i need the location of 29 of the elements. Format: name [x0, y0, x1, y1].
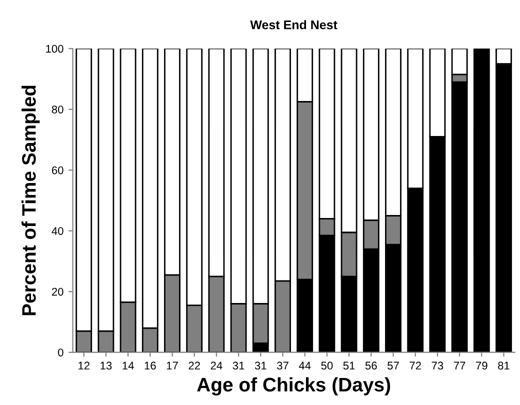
x-tick-label: 73 [432, 362, 444, 370]
x-tick-label: 77 [454, 362, 466, 370]
x-tick-label: 44 [298, 362, 311, 370]
x-tick-label: 56 [365, 362, 377, 370]
chart-title: West End Nest [250, 20, 338, 30]
x-tick-label: 24 [210, 362, 222, 370]
x-axis-title: Age of Chicks (Days) [197, 377, 390, 396]
y-axis-title: Percent of Time Sampled [22, 86, 40, 316]
x-tick-label: 72 [410, 362, 421, 370]
x-tick-label: 57 [388, 362, 399, 370]
y-tick-label: 40 [52, 227, 64, 235]
y-tick-label: 0 [58, 348, 64, 356]
x-tick-label: 22 [188, 362, 200, 370]
x-tick-label: 79 [476, 362, 488, 370]
y-tick-label: 20 [52, 288, 64, 296]
x-tick-label: 37 [276, 362, 288, 370]
x-tick-label: 51 [343, 362, 355, 370]
x-tick-label: 17 [166, 362, 178, 370]
x-tick-label: 31 [232, 362, 244, 370]
x-tick-label: 50 [321, 362, 333, 370]
x-tick-label: 13 [100, 362, 112, 370]
y-tick-label: 80 [52, 106, 64, 114]
x-tick-label: 16 [144, 362, 156, 370]
x-tick-label: 81 [498, 362, 510, 370]
y-tick-label: 60 [52, 166, 64, 174]
x-tick-label: 14 [122, 362, 134, 370]
y-tick-label: 100 [46, 44, 64, 53]
x-tick-label: 12 [78, 362, 90, 370]
x-tick-label: 31 [254, 362, 266, 370]
